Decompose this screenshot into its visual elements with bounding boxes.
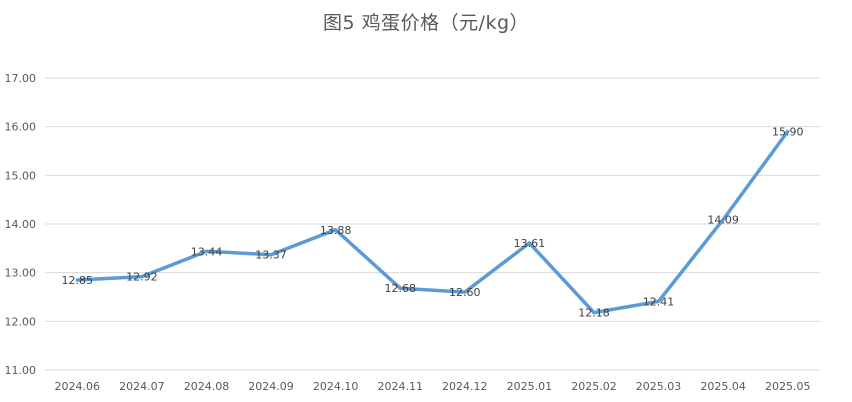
- x-tick-label: 2025.01: [507, 380, 553, 393]
- data-label: 13.61: [514, 237, 546, 250]
- data-point: [592, 311, 596, 315]
- y-tick-label: 14.00: [5, 218, 37, 231]
- data-point: [721, 218, 725, 222]
- series-line: [75, 129, 790, 315]
- data-label: 12.85: [62, 274, 94, 287]
- data-point: [140, 275, 144, 279]
- x-tick-label: 2025.04: [700, 380, 746, 393]
- y-axis-ticks: 11.00 12.00 13.00 14.00 15.00 16.00 17.00: [5, 72, 37, 377]
- data-label: 12.41: [643, 295, 675, 308]
- series-polyline: [75, 129, 790, 315]
- data-point: [398, 286, 402, 290]
- y-tick-label: 16.00: [5, 121, 37, 134]
- data-point: [786, 130, 790, 134]
- data-label: 13.88: [320, 224, 352, 237]
- data-point: [463, 290, 467, 294]
- data-label: 15.90: [772, 126, 804, 139]
- x-tick-label: 2024.10: [313, 380, 359, 393]
- data-labels: 12.85 12.92 13.44 13.37 13.88 12.68 12.60 13.61…: [62, 126, 804, 320]
- data-label: 12.68: [384, 282, 416, 295]
- data-label: 13.44: [191, 245, 223, 258]
- data-label: 12.18: [578, 307, 610, 320]
- data-label: 13.37: [255, 249, 287, 262]
- data-point: [527, 241, 531, 245]
- x-tick-label: 2024.07: [119, 380, 165, 393]
- data-label: 12.60: [449, 286, 481, 299]
- data-point: [204, 249, 208, 253]
- data-point: [657, 299, 661, 303]
- x-tick-label: 2024.06: [55, 380, 101, 393]
- x-tick-label: 2024.08: [184, 380, 230, 393]
- x-axis-ticks: 2024.06 2024.07 2024.08 2024.09 2024.10 2024.…: [55, 380, 811, 393]
- y-tick-label: 15.00: [5, 169, 37, 182]
- gridlines: [45, 77, 820, 371]
- data-label: 14.09: [707, 214, 739, 227]
- x-tick-label: 2025.02: [571, 380, 617, 393]
- chart-title: 图5 鸡蛋价格（元/kg）: [322, 12, 530, 34]
- x-tick-label: 2024.12: [442, 380, 488, 393]
- data-point: [269, 253, 273, 257]
- x-tick-label: 2025.05: [765, 380, 811, 393]
- y-tick-label: 11.00: [5, 364, 37, 377]
- data-label: 12.92: [126, 271, 158, 284]
- y-tick-label: 13.00: [5, 267, 37, 280]
- x-tick-label: 2024.11: [377, 380, 423, 393]
- data-point: [75, 278, 79, 282]
- x-tick-label: 2024.09: [248, 380, 294, 393]
- x-tick-label: 2025.03: [636, 380, 682, 393]
- y-tick-label: 17.00: [5, 72, 37, 85]
- data-point: [334, 228, 338, 232]
- y-tick-label: 12.00: [5, 315, 37, 328]
